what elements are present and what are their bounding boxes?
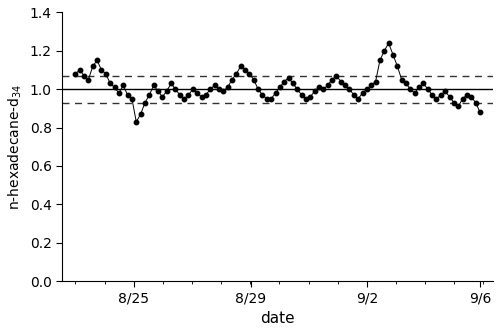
X-axis label: date: date (260, 311, 295, 326)
Y-axis label: n-hexadecane-d$_{34}$: n-hexadecane-d$_{34}$ (7, 84, 24, 210)
